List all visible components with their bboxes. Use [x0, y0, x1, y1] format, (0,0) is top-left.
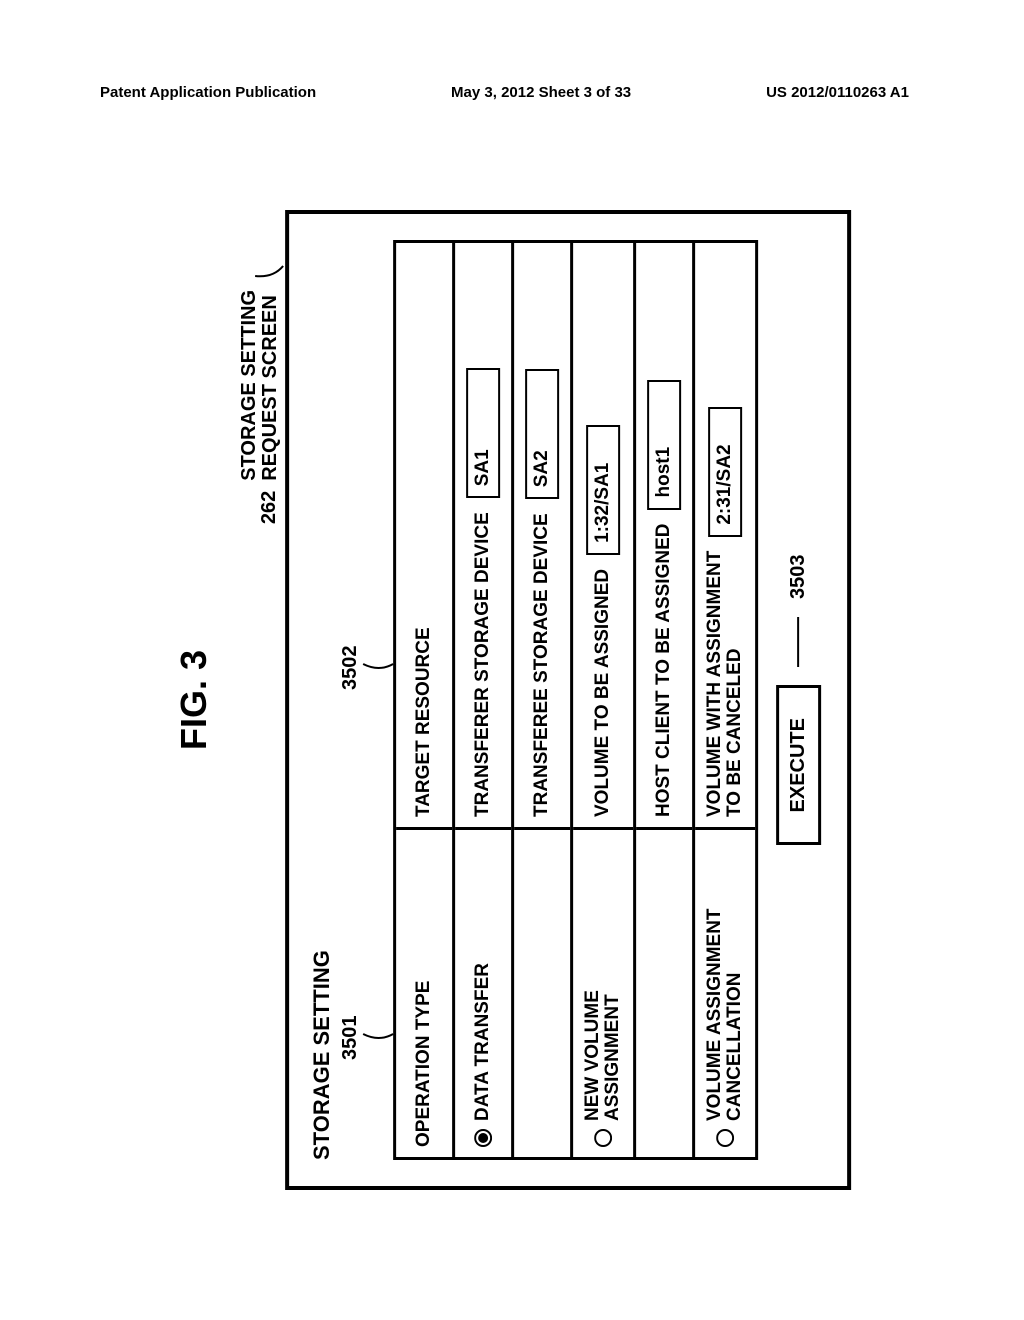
- header-center: May 3, 2012 Sheet 3 of 33: [451, 84, 631, 101]
- callout-3503: 3503: [787, 555, 810, 600]
- input-transferee-device[interactable]: SA2: [525, 369, 559, 499]
- callout-3503-leader-icon: [797, 617, 799, 667]
- table-row: DATA TRANSFER TRANSFERER STORAGE DEVICE …: [452, 243, 511, 1157]
- table-row: TRANSFEREE STORAGE DEVICE SA2: [511, 243, 570, 1157]
- callout-3502: 3502: [339, 646, 362, 691]
- column-callouts: 3501 3502: [339, 240, 393, 1160]
- label-volume-to-assign: VOLUME TO BE ASSIGNED: [592, 569, 614, 817]
- callout-262-line1: STORAGE SETTING: [239, 290, 260, 481]
- callout-262-line2: REQUEST SCREEN: [260, 290, 281, 481]
- table-row: VOLUME ASSIGNMENT CANCELLATION VOLUME WI…: [692, 243, 755, 1157]
- storage-setting-screen: STORAGE SETTING 3501 3502 OPERATION TYPE…: [285, 210, 851, 1190]
- label-transferee-device: TRANSFEREE STORAGE DEVICE: [531, 513, 553, 817]
- screen-title: STORAGE SETTING: [309, 240, 335, 1160]
- callout-3501: 3501: [339, 1016, 362, 1061]
- callout-262: 262 STORAGE SETTING REQUEST SCREEN: [239, 190, 281, 1210]
- table-row: HOST CLIENT TO BE ASSIGNED host1: [633, 243, 692, 1157]
- input-host-client[interactable]: host1: [647, 380, 681, 510]
- execute-button[interactable]: EXECUTE: [776, 685, 821, 845]
- label-host-client: HOST CLIENT TO BE ASSIGNED: [653, 524, 675, 817]
- label-volume-cancel-target: VOLUME WITH ASSIGNMENT TO BE CANCELED: [705, 551, 745, 817]
- settings-table: OPERATION TYPE TARGET RESOURCE DATA TRAN…: [393, 240, 758, 1160]
- label-new-volume-assignment: NEW VOLUME ASSIGNMENT: [583, 990, 623, 1121]
- header-operation-type: OPERATION TYPE: [396, 827, 452, 1157]
- figure-region: FIG. 3 262 STORAGE SETTING REQUEST SCREE…: [0, 150, 1024, 1250]
- radio-volume-cancellation[interactable]: [716, 1129, 734, 1147]
- callout-262-number: 262: [258, 491, 281, 524]
- input-transferer-device[interactable]: SA1: [466, 368, 500, 498]
- header-right: US 2012/0110263 A1: [766, 84, 909, 101]
- callout-3502-leader-icon: [361, 654, 395, 674]
- table-row: NEW VOLUME ASSIGNMENT VOLUME TO BE ASSIG…: [570, 243, 633, 1157]
- label-transferer-device: TRANSFERER STORAGE DEVICE: [472, 512, 494, 817]
- figure-title: FIG. 3: [173, 190, 215, 1210]
- label-data-transfer: DATA TRANSFER: [473, 963, 493, 1121]
- callout-262-leader-icon: [253, 250, 287, 280]
- label-volume-cancellation: VOLUME ASSIGNMENT CANCELLATION: [705, 908, 745, 1121]
- radio-data-transfer[interactable]: [474, 1129, 492, 1147]
- header-target-resource: TARGET RESOURCE: [396, 243, 452, 827]
- input-volume-cancel-target[interactable]: 2:31/SA2: [708, 407, 742, 537]
- page-header: Patent Application Publication May 3, 20…: [0, 84, 1024, 101]
- table-header-row: OPERATION TYPE TARGET RESOURCE: [396, 243, 452, 1157]
- radio-new-volume-assignment[interactable]: [594, 1129, 612, 1147]
- callout-3501-leader-icon: [361, 1024, 395, 1044]
- execute-row: EXECUTE 3503: [776, 240, 821, 1160]
- input-volume-to-assign[interactable]: 1:32/SA1: [586, 425, 620, 555]
- header-left: Patent Application Publication: [100, 84, 316, 101]
